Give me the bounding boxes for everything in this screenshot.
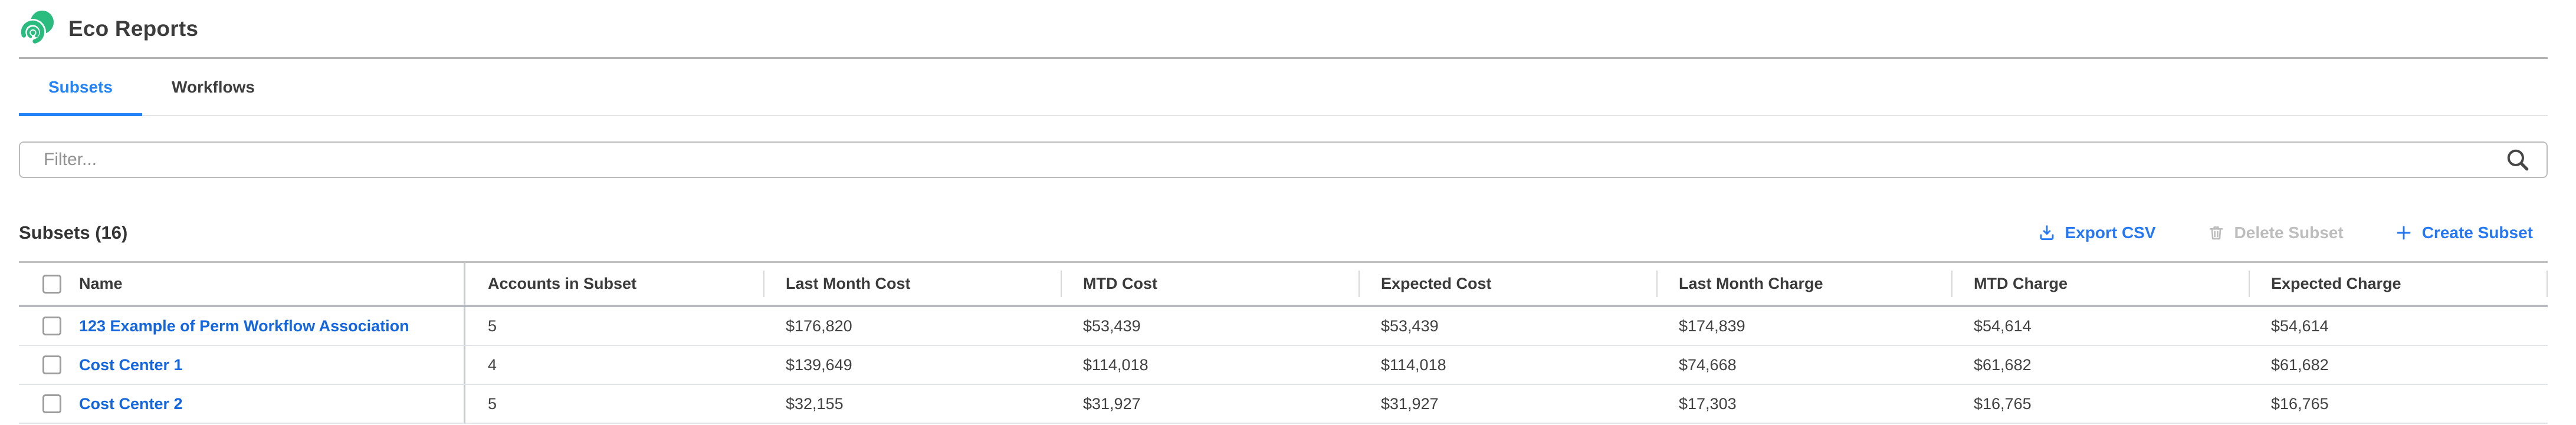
column-header-name: Name	[19, 263, 465, 305]
mtd-charge-cell: $54,614	[1974, 317, 2032, 335]
accounts-cell: 5	[488, 394, 497, 413]
mtd-cost-cell: $114,018	[1083, 355, 1148, 374]
export-csv-label: Export CSV	[2065, 223, 2156, 242]
eco-logo-icon	[19, 10, 54, 45]
row-checkbox[interactable]	[42, 394, 61, 413]
select-all-checkbox[interactable]	[42, 274, 61, 294]
expected-charge-cell: $61,682	[2271, 355, 2329, 374]
table-header-row: Name Accounts in Subset Last Month Cost …	[19, 263, 2548, 307]
create-subset-label: Create Subset	[2421, 223, 2533, 242]
expected-cost-cell: $114,018	[1381, 355, 1446, 374]
table-row: Cost Center 1 4 $139,649 $114,018 $114,0…	[19, 346, 2548, 385]
subsets-count-heading: Subsets (16)	[19, 222, 128, 243]
delete-subset-label: Delete Subset	[2234, 223, 2344, 242]
search-icon[interactable]	[2505, 147, 2531, 173]
column-header-name-label: Name	[79, 275, 123, 292]
filter-input[interactable]	[19, 141, 2548, 178]
table-row: Cost Center 2 5 $32,155 $31,927 $31,927 …	[19, 385, 2548, 424]
name-cell: Cost Center 2	[19, 385, 465, 423]
subset-name-link[interactable]: Cost Center 2	[79, 394, 183, 413]
subset-name-link[interactable]: Cost Center 1	[79, 355, 183, 374]
column-header-last-month-charge: Last Month Charge	[1656, 263, 1951, 305]
accounts-cell: 5	[488, 317, 497, 335]
mtd-cost-cell: $53,439	[1083, 317, 1141, 335]
name-cell: 123 Example of Perm Workflow Association	[19, 307, 465, 345]
column-header-mtd-charge: MTD Charge	[1951, 263, 2249, 305]
table-row: 123 Example of Perm Workflow Association…	[19, 307, 2548, 346]
expected-cost-cell: $53,439	[1381, 317, 1439, 335]
delete-subset-button[interactable]: Delete Subset	[2207, 223, 2344, 242]
name-cell: Cost Center 1	[19, 346, 465, 384]
mtd-charge-cell: $16,765	[1974, 394, 2032, 413]
subset-name-link[interactable]: 123 Example of Perm Workflow Association	[79, 317, 409, 335]
column-header-last-month-cost: Last Month Cost	[763, 263, 1061, 305]
mtd-cost-cell: $31,927	[1083, 394, 1141, 413]
expected-cost-cell: $31,927	[1381, 394, 1439, 413]
create-subset-button[interactable]: Create Subset	[2394, 223, 2533, 242]
mtd-charge-cell: $61,682	[1974, 355, 2032, 374]
toolbar-actions: Export CSV Delete Subset Create Subset	[2037, 223, 2533, 242]
column-header-expected-charge: Expected Charge	[2249, 263, 2548, 305]
last-month-charge-cell: $17,303	[1679, 394, 1737, 413]
tab-workflows[interactable]: Workflows	[171, 77, 255, 96]
row-checkbox[interactable]	[42, 317, 61, 335]
download-icon	[2040, 225, 2053, 240]
column-header-expected-cost: Expected Cost	[1358, 263, 1656, 305]
filter-bar	[19, 141, 2548, 178]
row-checkbox[interactable]	[42, 355, 61, 374]
last-month-charge-cell: $174,839	[1679, 317, 1745, 335]
subsets-toolbar: Subsets (16) Export CSV Delete Subset	[19, 214, 2548, 252]
tab-bar: Subsets Workflows	[19, 59, 2548, 116]
expected-charge-cell: $16,765	[2271, 394, 2329, 413]
table-body: 123 Example of Perm Workflow Association…	[19, 307, 2548, 424]
app-header: Eco Reports	[19, 0, 2548, 59]
last-month-charge-cell: $74,668	[1679, 355, 1737, 374]
export-csv-button[interactable]: Export CSV	[2037, 223, 2156, 242]
column-header-mtd-cost: MTD Cost	[1061, 263, 1358, 305]
last-month-cost-cell: $32,155	[786, 394, 844, 413]
trash-icon	[2209, 226, 2223, 240]
plus-icon	[2397, 226, 2411, 240]
last-month-cost-cell: $176,820	[786, 317, 852, 335]
last-month-cost-cell: $139,649	[786, 355, 852, 374]
page-title: Eco Reports	[68, 16, 199, 41]
accounts-cell: 4	[488, 355, 497, 374]
expected-charge-cell: $54,614	[2271, 317, 2329, 335]
subsets-table: Name Accounts in Subset Last Month Cost …	[19, 261, 2548, 424]
tab-subsets[interactable]: Subsets	[19, 59, 142, 116]
column-header-accounts: Accounts in Subset	[488, 275, 637, 292]
